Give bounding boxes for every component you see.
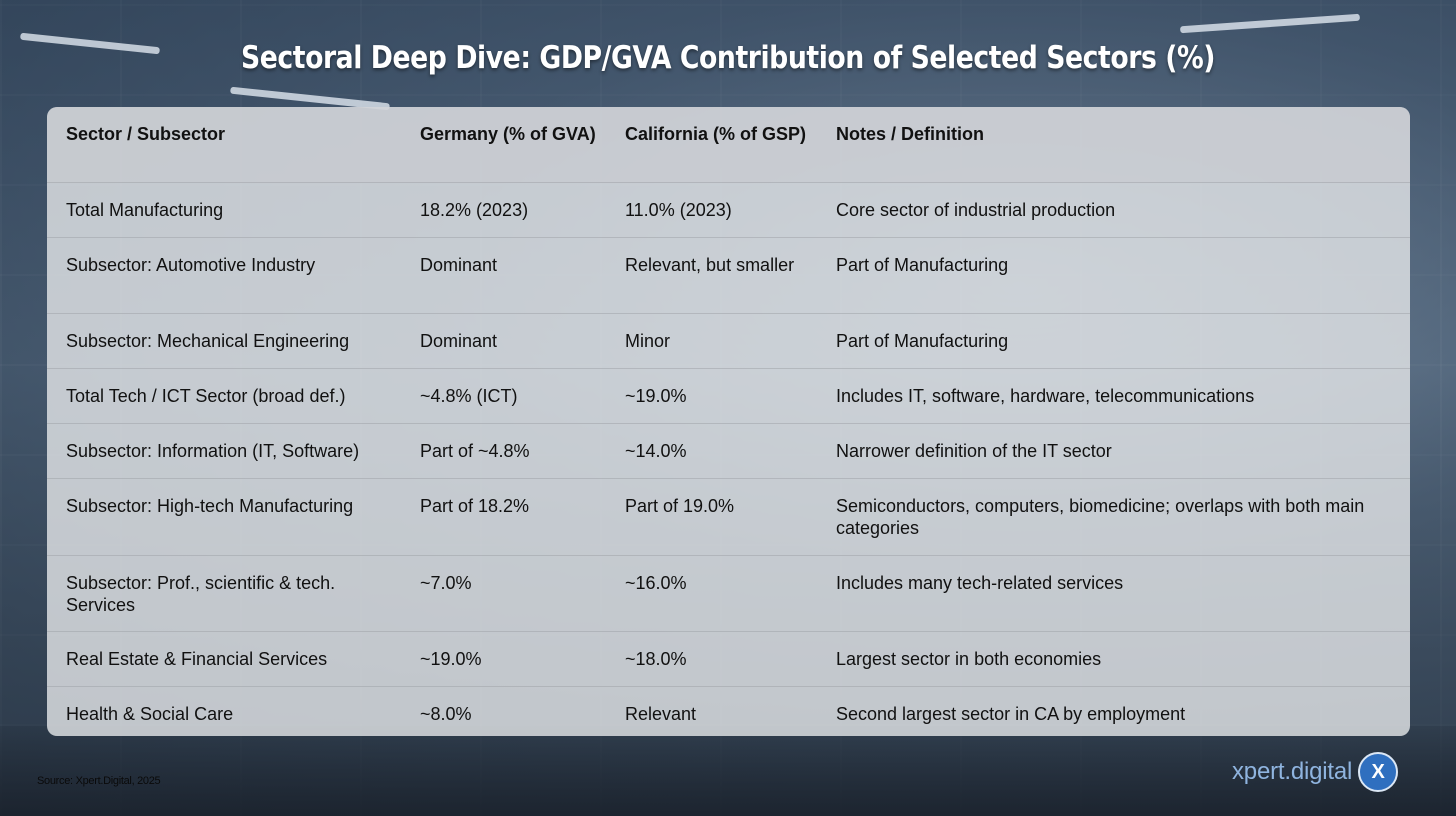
- cell-sector: Subsector: High-tech Manufacturing: [47, 478, 401, 556]
- cell-notes: Semiconductors, computers, biomedicine; …: [817, 478, 1410, 556]
- table-row: Real Estate & Financial Services ~19.0% …: [47, 631, 1410, 687]
- table-header-row: Sector / Subsector Germany (% of GVA) Ca…: [47, 107, 1410, 183]
- cell-california: Minor: [606, 313, 817, 369]
- factory-floor: [0, 726, 1456, 816]
- cell-california: ~18.0%: [606, 631, 817, 687]
- header-germany: Germany (% of GVA): [401, 107, 606, 183]
- table-row: Total Manufacturing 18.2% (2023) 11.0% (…: [47, 182, 1410, 238]
- header-california: California (% of GSP): [606, 107, 817, 183]
- cell-notes: Part of Manufacturing: [817, 313, 1410, 369]
- cell-notes: Largest sector in both economies: [817, 631, 1410, 687]
- source-caption: Source: Xpert.Digital, 2025: [37, 775, 161, 787]
- cell-notes: Includes many tech-related services: [817, 555, 1410, 632]
- table-row: Subsector: High-tech Manufacturing Part …: [47, 478, 1410, 556]
- cell-germany: 18.2% (2023): [401, 182, 606, 238]
- sector-table: Sector / Subsector Germany (% of GVA) Ca…: [47, 107, 1410, 736]
- xpert-digital-logo[interactable]: xpert.digital X: [1232, 750, 1399, 794]
- cell-notes: Narrower definition of the IT sector: [817, 423, 1410, 479]
- cell-california: ~19.0%: [606, 368, 817, 424]
- cell-california: 11.0% (2023): [606, 182, 817, 238]
- table-row: Health & Social Care ~8.0% Relevant Seco…: [47, 686, 1410, 736]
- cell-germany: Part of 18.2%: [401, 478, 606, 556]
- cell-sector: Subsector: Information (IT, Software): [47, 423, 401, 479]
- cell-germany: ~4.8% (ICT): [401, 368, 606, 424]
- table-row: Total Tech / ICT Sector (broad def.) ~4.…: [47, 368, 1410, 424]
- table-row: Subsector: Automotive Industry Dominant …: [47, 237, 1410, 314]
- cell-notes: Second largest sector in CA by employmen…: [817, 686, 1410, 736]
- cell-sector: Real Estate & Financial Services: [47, 631, 401, 687]
- cell-sector: Subsector: Automotive Industry: [47, 237, 401, 314]
- logo-text: xpert.digital: [1232, 758, 1353, 785]
- header-sector: Sector / Subsector: [47, 107, 401, 183]
- cell-germany: ~8.0%: [401, 686, 606, 736]
- cell-germany: Dominant: [401, 313, 606, 369]
- cell-notes: Core sector of industrial production: [817, 182, 1410, 238]
- cell-sector: Total Manufacturing: [47, 182, 401, 238]
- page-title: Sectoral Deep Dive: GDP/GVA Contribution…: [240, 40, 1216, 76]
- cell-notes: Includes IT, software, hardware, telecom…: [817, 368, 1410, 424]
- cell-sector: Subsector: Prof., scientific & tech. Ser…: [47, 555, 401, 632]
- table-row: Subsector: Mechanical Engineering Domina…: [47, 313, 1410, 369]
- cell-california: ~16.0%: [606, 555, 817, 632]
- cell-notes: Part of Manufacturing: [817, 237, 1410, 314]
- cell-california: ~14.0%: [606, 423, 817, 479]
- header-notes: Notes / Definition: [817, 107, 1410, 183]
- cell-california: Part of 19.0%: [606, 478, 817, 556]
- cell-germany: Part of ~4.8%: [401, 423, 606, 479]
- cell-germany: ~7.0%: [401, 555, 606, 632]
- cell-california: Relevant: [606, 686, 817, 736]
- x-badge-icon: X: [1358, 752, 1399, 792]
- sector-table-panel: Sector / Subsector Germany (% of GVA) Ca…: [47, 107, 1410, 736]
- cell-california: Relevant, but smaller: [606, 237, 817, 314]
- cell-sector: Total Tech / ICT Sector (broad def.): [47, 368, 401, 424]
- table-row: Subsector: Information (IT, Software) Pa…: [47, 423, 1410, 479]
- table-row: Subsector: Prof., scientific & tech. Ser…: [47, 555, 1410, 632]
- cell-germany: ~19.0%: [401, 631, 606, 687]
- cell-germany: Dominant: [401, 237, 606, 314]
- cell-sector: Subsector: Mechanical Engineering: [47, 313, 401, 369]
- cell-sector: Health & Social Care: [47, 686, 401, 736]
